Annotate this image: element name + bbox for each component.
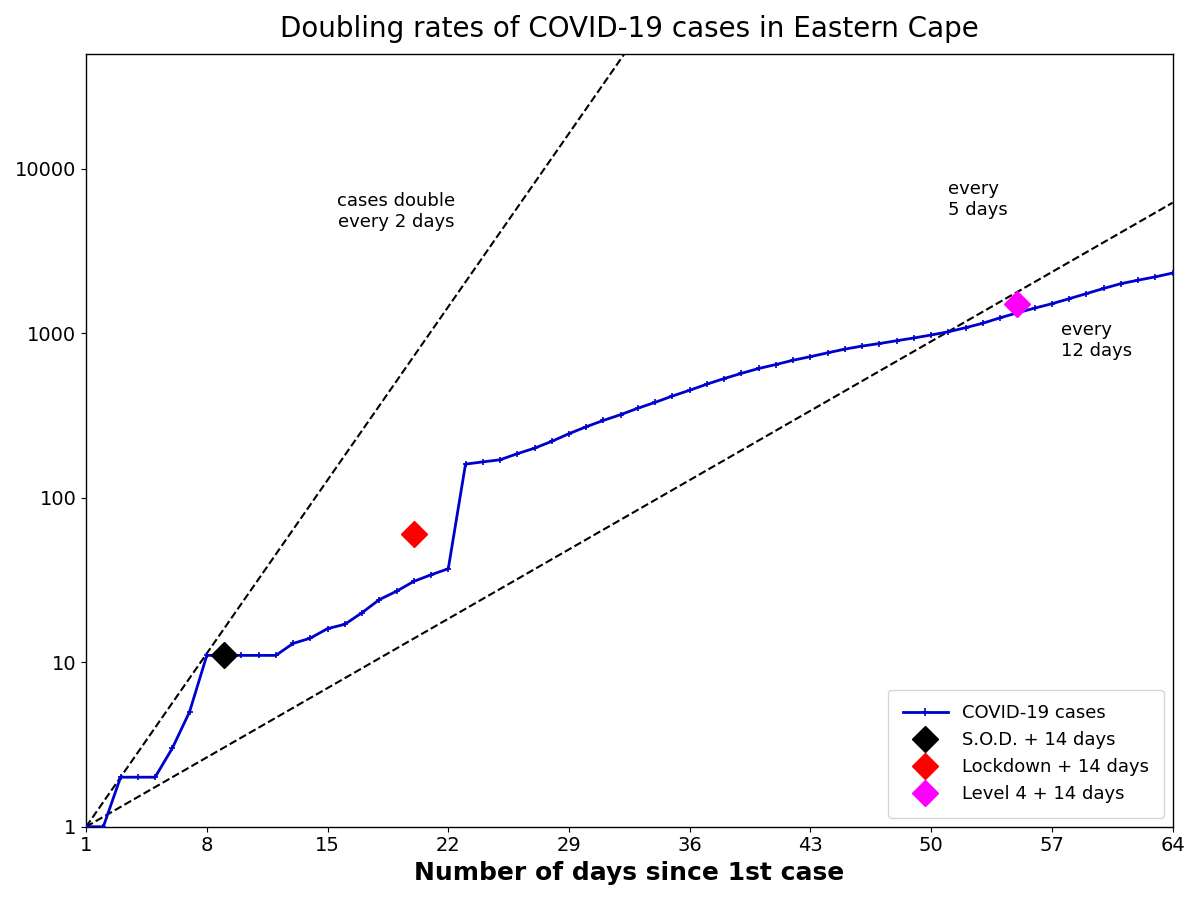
Legend: COVID-19 cases, S.O.D. + 14 days, Lockdown + 14 days, Level 4 + 14 days: COVID-19 cases, S.O.D. + 14 days, Lockdo… (888, 689, 1164, 818)
Text: every
12 days: every 12 days (1061, 321, 1132, 360)
Text: every
5 days: every 5 days (948, 180, 1008, 219)
X-axis label: Number of days since 1st case: Number of days since 1st case (414, 861, 845, 885)
Title: Doubling rates of COVID-19 cases in Eastern Cape: Doubling rates of COVID-19 cases in East… (280, 15, 979, 43)
Text: cases double
every 2 days: cases double every 2 days (337, 192, 456, 230)
